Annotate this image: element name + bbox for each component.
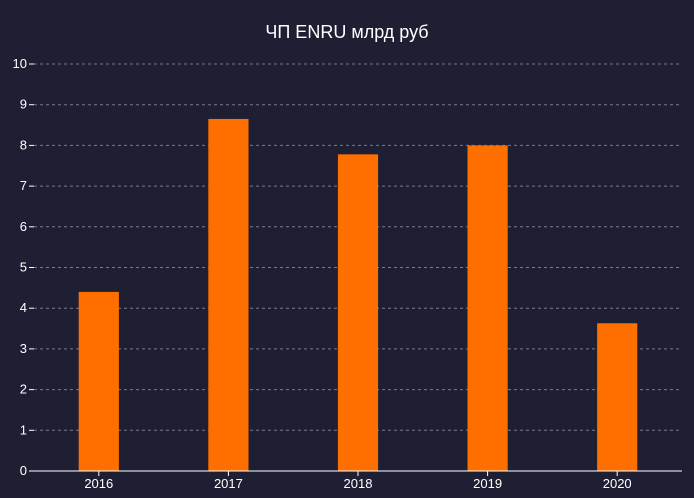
y-tick-label-2: 2 — [20, 382, 27, 397]
bar-2017[interactable] — [208, 118, 249, 471]
chart-title: ЧП ENRU млрд руб — [265, 22, 428, 42]
tick-labels: 0 1 2 3 4 5 6 7 8 9 10 2016 2017 2018 2019 2020 — [13, 56, 632, 491]
bars — [78, 118, 638, 471]
y-tick-label-7: 7 — [20, 178, 27, 193]
bar-2016[interactable] — [78, 291, 119, 471]
y-tick-label-9: 9 — [20, 97, 27, 112]
y-tick-label-4: 4 — [20, 300, 27, 315]
x-tick-label-2020: 2020 — [603, 476, 632, 491]
y-tick-label-10: 10 — [13, 56, 27, 71]
x-tick-label-2018: 2018 — [344, 476, 373, 491]
y-tick-label-1: 1 — [20, 422, 27, 437]
y-tick-label-5: 5 — [20, 260, 27, 275]
bar-2020[interactable] — [597, 323, 638, 471]
y-tick-label-8: 8 — [20, 137, 27, 152]
x-tick-label-2017: 2017 — [214, 476, 243, 491]
y-tick-label-3: 3 — [20, 341, 27, 356]
x-tick-label-2019: 2019 — [473, 476, 502, 491]
y-tick-label-6: 6 — [20, 219, 27, 234]
bar-2018[interactable] — [337, 154, 379, 471]
y-tick-label-0: 0 — [20, 463, 27, 478]
axes — [29, 63, 682, 476]
bar-2019[interactable] — [467, 145, 508, 471]
x-tick-label-2016: 2016 — [84, 476, 113, 491]
